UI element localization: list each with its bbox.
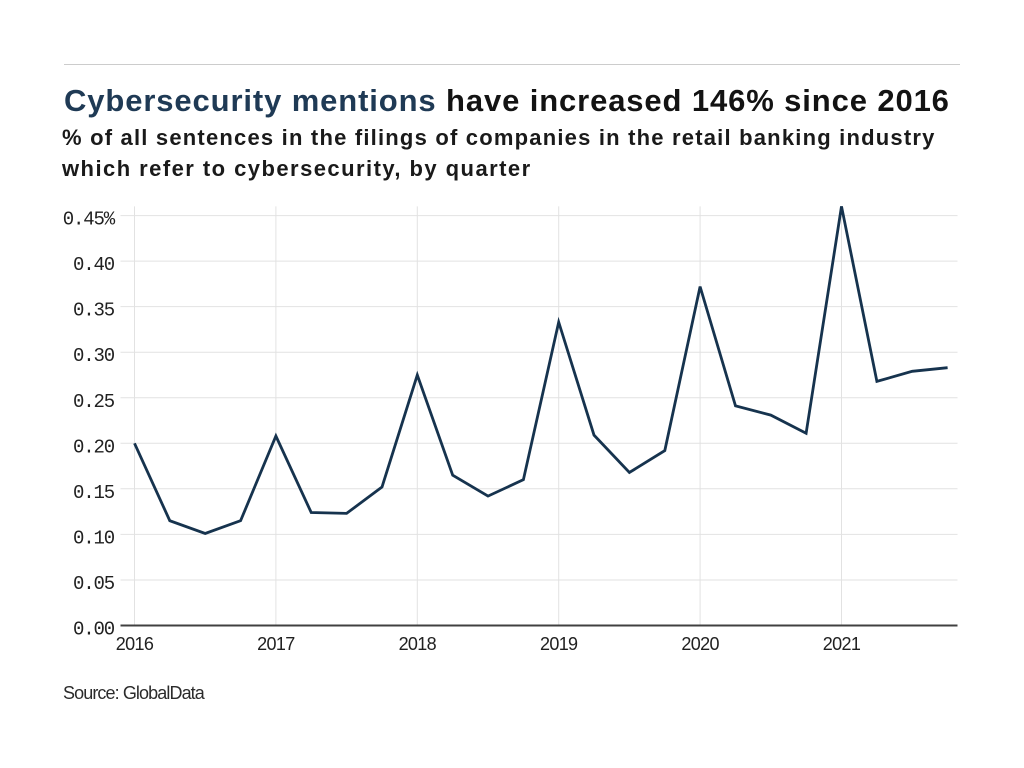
svg-text:0.45%: 0.45% — [63, 209, 116, 231]
svg-text:2019: 2019 — [540, 634, 578, 654]
svg-text:0.35: 0.35 — [73, 300, 115, 322]
svg-text:0.20: 0.20 — [73, 436, 115, 458]
svg-text:0.10: 0.10 — [73, 527, 115, 549]
svg-text:2021: 2021 — [823, 634, 861, 654]
svg-text:2020: 2020 — [681, 634, 719, 654]
svg-text:0.40: 0.40 — [73, 254, 115, 276]
svg-text:0.05: 0.05 — [73, 573, 115, 595]
svg-text:0.00: 0.00 — [73, 619, 115, 641]
svg-text:0.25: 0.25 — [73, 391, 115, 413]
svg-text:2016: 2016 — [116, 634, 154, 654]
svg-text:2018: 2018 — [399, 634, 437, 654]
svg-text:0.30: 0.30 — [73, 345, 115, 367]
svg-text:2017: 2017 — [257, 634, 295, 654]
svg-text:0.15: 0.15 — [73, 482, 115, 504]
